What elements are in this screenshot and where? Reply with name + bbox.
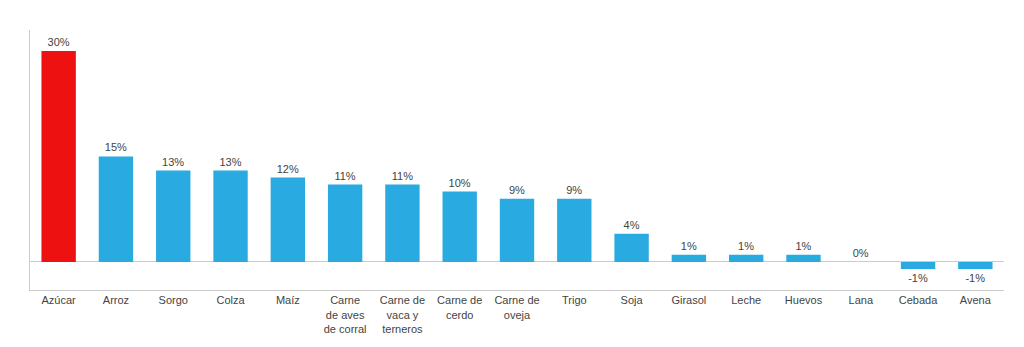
svg-text:1%: 1% <box>681 240 697 252</box>
svg-text:13%: 13% <box>219 156 241 168</box>
svg-text:Arroz: Arroz <box>103 294 129 306</box>
svg-text:10%: 10% <box>449 177 471 189</box>
svg-text:Lana: Lana <box>849 294 874 306</box>
svg-text:Cebada: Cebada <box>899 294 938 306</box>
svg-text:-1%: -1% <box>908 272 928 284</box>
svg-text:Avena: Avena <box>960 294 992 306</box>
svg-text:Leche: Leche <box>731 294 761 306</box>
svg-text:Soja: Soja <box>621 294 644 306</box>
svg-text:30%: 30% <box>48 36 70 48</box>
svg-text:Carnede avesde corral: Carnede avesde corral <box>324 294 367 335</box>
svg-text:Carne devaca yterneros: Carne devaca yterneros <box>380 294 425 335</box>
svg-text:9%: 9% <box>566 184 582 196</box>
svg-text:15%: 15% <box>105 141 127 153</box>
svg-text:Carne decerdo: Carne decerdo <box>437 294 482 320</box>
svg-text:9%: 9% <box>509 184 525 196</box>
svg-text:4%: 4% <box>624 219 640 231</box>
svg-text:12%: 12% <box>277 163 299 175</box>
svg-text:Girasol: Girasol <box>671 294 706 306</box>
svg-text:13%: 13% <box>162 156 184 168</box>
svg-text:Azúcar: Azúcar <box>42 294 77 306</box>
svg-text:1%: 1% <box>738 240 754 252</box>
svg-text:Huevos: Huevos <box>785 294 823 306</box>
svg-text:Maíz: Maíz <box>276 294 300 306</box>
svg-text:Colza: Colza <box>216 294 245 306</box>
svg-text:Sorgo: Sorgo <box>159 294 188 306</box>
svg-text:Carne deoveja: Carne deoveja <box>494 294 539 320</box>
svg-text:Trigo: Trigo <box>562 294 587 306</box>
svg-text:1%: 1% <box>795 240 811 252</box>
svg-text:-1%: -1% <box>965 272 985 284</box>
svg-text:11%: 11% <box>334 170 355 182</box>
svg-text:11%: 11% <box>392 170 413 182</box>
svg-text:0%: 0% <box>853 247 869 259</box>
